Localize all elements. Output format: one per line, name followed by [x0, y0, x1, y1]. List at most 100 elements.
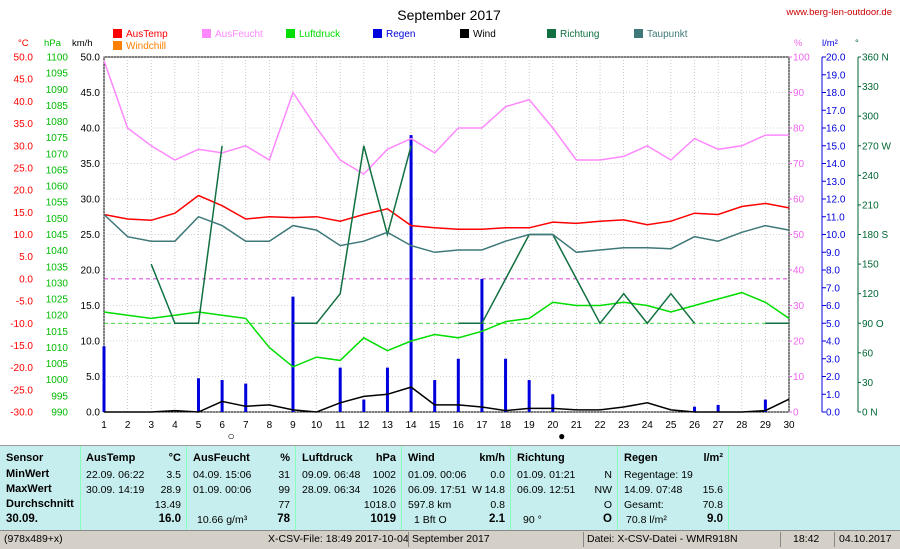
direction-tick-label: 180 S: [862, 230, 888, 241]
legend-swatch: [113, 41, 122, 50]
rain-tick-label: 11.0: [826, 212, 845, 223]
pressure-tick-label: 1025: [46, 295, 69, 306]
direction-tick-label: 60: [862, 348, 874, 359]
temp-axis-unit: °C: [18, 38, 29, 49]
ausfeucht-unit: %: [280, 452, 290, 464]
pressure-tick-label: 1065: [46, 165, 69, 176]
regen-total-current: 70.8 l/m²: [626, 514, 667, 526]
x-tick-label: 6: [219, 420, 225, 431]
temp-tick-label: 15.0: [14, 208, 34, 219]
rain-tick-label: 10.0: [826, 230, 846, 241]
rain-bar: [693, 406, 697, 412]
line-richtung: [150, 145, 223, 325]
temp-tick-label: 30.0: [14, 141, 34, 152]
pressure-tick-label: 1100: [46, 53, 68, 64]
luftdruck-header: Luftdruck: [302, 452, 353, 464]
rain-tick-label: 6.0: [826, 301, 840, 312]
legend-swatch: [634, 29, 643, 38]
ausfeucht-min-date: 04.09. 15:06: [193, 469, 252, 481]
temp-tick-label: -30.0: [10, 408, 33, 419]
wind-max-direction: W: [472, 484, 482, 496]
austemp-current: 16.0: [158, 513, 181, 525]
row-label-avg: Durchschnitt: [6, 498, 74, 510]
temp-tick-label: 20.0: [14, 186, 34, 197]
austemp-unit: °C: [168, 452, 181, 464]
x-tick-label: 17: [476, 420, 488, 431]
line-richtung: [293, 145, 412, 325]
rain-bar: [527, 380, 531, 412]
row-label-min: MinWert: [6, 468, 50, 480]
x-tick-label: 29: [760, 420, 772, 431]
x-tick-label: 26: [689, 420, 701, 431]
richtung-header: Richtung: [517, 452, 565, 464]
richtung-min-date: 01.09. 01:21: [517, 469, 576, 481]
rain-tick-label: 14.0: [826, 159, 846, 170]
rain-tick-label: 12.0: [826, 195, 846, 206]
line-wind: [104, 386, 790, 413]
luftdruck-max-value: 1026: [372, 484, 396, 496]
pressure-tick-label: 1010: [46, 343, 69, 354]
pressure-tick-label: 1030: [46, 278, 69, 289]
x-tick-label: 4: [172, 420, 178, 431]
rain-bar: [480, 278, 484, 412]
ausfeucht-min-value: 31: [278, 469, 290, 481]
line-luftdruck: [103, 291, 790, 368]
richtung-max-date: 06.09. 12:51: [517, 484, 576, 496]
rain-tick-label: 16.0: [826, 124, 846, 135]
wind-tick-label: 40.0: [81, 124, 101, 135]
sensor-header: Sensor: [6, 452, 44, 464]
status-size: (978x489+x): [4, 533, 63, 545]
rain-bars: [102, 135, 767, 412]
status-separator: [834, 532, 835, 547]
axis-unit-labels: °C hPa km/h% l/m² °: [18, 38, 859, 49]
regen-total-label: Gesamt:: [624, 499, 664, 511]
rain-tick-label: 7.0: [826, 283, 840, 294]
regen-unit: l/m²: [703, 452, 723, 464]
humidity-tick-label: 0: [793, 408, 799, 419]
pressure-tick-label: 1085: [46, 101, 69, 112]
pressure-tick-label: 1070: [46, 149, 69, 160]
rain-bar: [244, 383, 248, 412]
wind-unit: km/h: [479, 452, 505, 464]
pressure-tick-label: 1035: [46, 262, 69, 273]
pressure-tick-label: 1045: [46, 230, 69, 241]
temp-tick-label: 45.0: [14, 75, 34, 86]
regen-max-value: 15.6: [702, 484, 723, 496]
pressure-tick-label: 995: [51, 391, 68, 402]
statistics-panel: Sensor MinWert MaxWert Durchschnitt 30.0…: [0, 445, 900, 530]
pressure-tick-label: 1005: [46, 359, 69, 370]
luftdruck-max-date: 28.09. 06:34: [302, 484, 361, 496]
luftdruck-min-date: 09.09. 06:48: [302, 469, 361, 481]
rain-tick-label: 9.0: [826, 248, 840, 259]
rain-bar: [409, 135, 413, 412]
rain-tick-label: 3.0: [826, 354, 840, 365]
ausfeucht-header: AusFeucht: [193, 452, 250, 464]
rain-tick-label: 19.0: [826, 70, 846, 81]
wind-tick-label: 5.0: [86, 372, 100, 383]
pressure-axis-unit: hPa: [44, 38, 62, 49]
x-tick-label: 12: [358, 420, 370, 431]
pressure-tick-label: 1060: [46, 182, 69, 193]
direction-tick-label: 90 O: [862, 319, 884, 330]
chart-title: September 2017: [397, 7, 501, 23]
row-label-current: 30.09.: [6, 513, 38, 525]
line-ausfeucht: [103, 60, 789, 176]
wind-tick-label: 35.0: [81, 159, 101, 170]
wind-tick-label: 10.0: [81, 337, 101, 348]
temp-tick-label: 25.0: [14, 163, 34, 174]
luftdruck-unit: hPa: [375, 452, 396, 464]
pressure-tick-label: 1090: [46, 85, 69, 96]
rain-tick-label: 1.0: [826, 390, 840, 401]
temp-tick-label: -5.0: [16, 297, 34, 308]
direction-tick-label: 300: [862, 112, 879, 123]
austemp-min-date: 22.09. 06:22: [86, 469, 145, 481]
pressure-tick-label: 990: [51, 408, 68, 419]
direction-tick-label: 270 W: [862, 141, 891, 152]
rain-tick-label: 18.0: [826, 88, 846, 99]
temp-tick-label: 35.0: [14, 119, 34, 130]
direction-tick-label: 0 N: [862, 408, 878, 419]
weather-chart: September 2017 www.berg-len-outdoor.de A…: [10, 7, 892, 443]
direction-tick-label: 30: [862, 378, 874, 389]
temp-tick-label: 5.0: [19, 252, 33, 263]
